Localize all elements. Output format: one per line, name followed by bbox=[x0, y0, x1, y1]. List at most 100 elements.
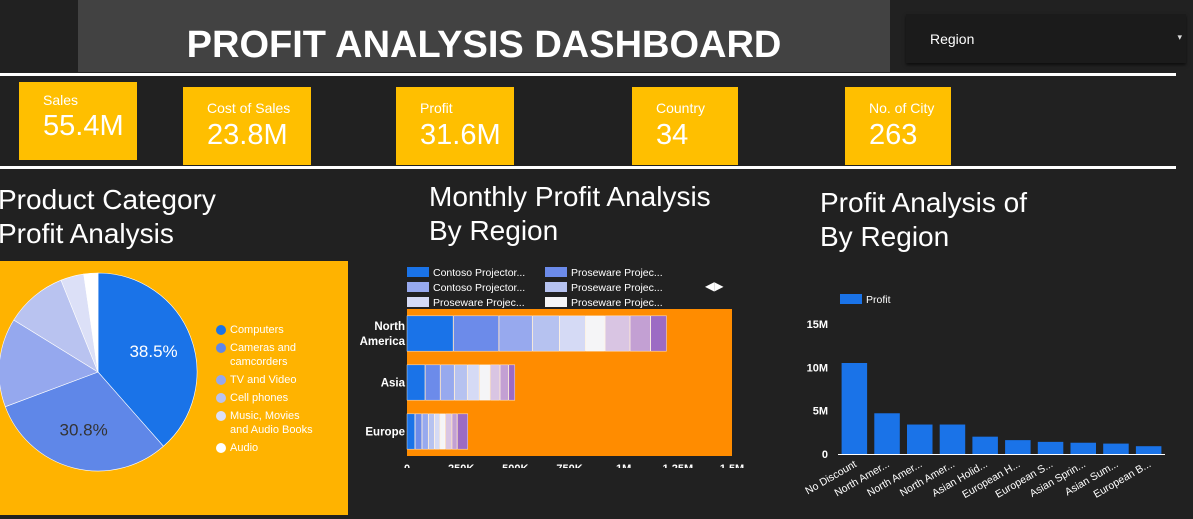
kpi-cost-of-sales: Cost of Sales 23.8M bbox=[183, 87, 311, 165]
bar-card-title-line1: Monthly Profit Analysis bbox=[429, 181, 711, 212]
pie-card-title-line1: Product Category bbox=[0, 184, 216, 215]
column-bar[interactable] bbox=[841, 363, 868, 454]
legend-swatch bbox=[545, 267, 567, 277]
chevron-down-icon: ▾ bbox=[1177, 32, 1182, 42]
stacked-bar-segment[interactable] bbox=[406, 413, 415, 450]
stacked-bar-segment[interactable] bbox=[585, 315, 605, 352]
column-card-title: Profit Analysis of By Region bbox=[820, 186, 1027, 254]
column-bar[interactable] bbox=[939, 424, 966, 454]
x-tick-label: 250K bbox=[448, 463, 474, 468]
pie-slice[interactable] bbox=[0, 319, 99, 408]
divider-middle bbox=[0, 166, 1176, 169]
pie-legend-item[interactable]: Music, Movies and Audio Books bbox=[230, 410, 313, 436]
pie-card-title-line2: Profit Analysis bbox=[0, 218, 174, 249]
kpi-value: 34 bbox=[656, 119, 689, 151]
kpi-value: 263 bbox=[869, 119, 918, 151]
column-legend-label[interactable]: Profit bbox=[866, 294, 891, 306]
kpi-label: Profit bbox=[420, 100, 453, 116]
legend-swatch bbox=[407, 282, 429, 292]
stacked-bar-segment[interactable] bbox=[605, 315, 630, 352]
pie-slice[interactable] bbox=[4, 371, 164, 472]
stacked-bar-segment[interactable] bbox=[434, 413, 440, 450]
y-tick-label: 15M bbox=[807, 319, 828, 331]
x-tick-label: 0 bbox=[404, 463, 410, 468]
pie-legend-item[interactable]: Cameras and camcorders bbox=[230, 342, 297, 368]
stacked-bar-segment[interactable] bbox=[532, 315, 560, 352]
pie-legend-item[interactable]: Cell phones bbox=[230, 392, 289, 404]
stacked-bar-segment[interactable] bbox=[498, 315, 533, 352]
bar-legend-label[interactable]: Contoso Projector... bbox=[433, 267, 525, 279]
y-category-label: North bbox=[374, 321, 405, 333]
bar-legend-label[interactable]: Contoso Projector... bbox=[433, 282, 525, 294]
x-tick-label: 750K bbox=[556, 463, 582, 468]
pie-slice[interactable] bbox=[83, 272, 99, 373]
page-title: PROFIT ANALYSIS DASHBOARD bbox=[186, 24, 782, 66]
kpi-label: No. of City bbox=[869, 100, 935, 116]
legend-nav-arrows-icon[interactable]: ◀▶ bbox=[705, 279, 724, 293]
stacked-bar-segment[interactable] bbox=[425, 364, 441, 401]
stacked-bar-segment[interactable] bbox=[454, 364, 468, 401]
stacked-bar-segment[interactable] bbox=[406, 364, 426, 401]
stacked-bar-segment[interactable] bbox=[440, 364, 455, 401]
stacked-bar-segment[interactable] bbox=[428, 413, 435, 450]
kpi-country: Country 34 bbox=[632, 87, 738, 165]
column-bar[interactable] bbox=[1135, 446, 1162, 454]
pie-slice[interactable] bbox=[97, 272, 198, 447]
bar-legend-label[interactable]: Proseware Projec... bbox=[433, 297, 525, 309]
bar-card-title-line2: By Region bbox=[429, 215, 559, 246]
column-bar[interactable] bbox=[972, 436, 998, 454]
stacked-bar-segment[interactable] bbox=[490, 364, 500, 401]
column-bar[interactable] bbox=[1070, 442, 1097, 454]
stacked-bar-segment[interactable] bbox=[415, 413, 422, 450]
kpi-value: 31.6M bbox=[420, 119, 501, 151]
stacked-bar-segment[interactable] bbox=[453, 315, 499, 352]
stacked-bar-segment[interactable] bbox=[508, 364, 516, 401]
legend-swatch bbox=[407, 297, 429, 307]
column-bar[interactable] bbox=[1037, 441, 1064, 454]
bar-card-title: Monthly Profit Analysis By Region bbox=[429, 180, 769, 248]
pie-legend-item[interactable]: Computers bbox=[230, 324, 284, 336]
legend-swatch bbox=[216, 393, 226, 403]
stacked-bar-segment[interactable] bbox=[406, 315, 454, 352]
kpi-value: 55.4M bbox=[43, 110, 124, 142]
y-tick-label: 0 bbox=[822, 449, 828, 461]
pie-data-label: 30.8% bbox=[59, 421, 107, 440]
stacked-bar-segment[interactable] bbox=[559, 315, 586, 352]
pie-legend-item[interactable]: TV and Video bbox=[230, 374, 297, 386]
legend-swatch bbox=[407, 267, 429, 277]
pie-card-title: Product Category Profit Analysis bbox=[0, 183, 216, 251]
stacked-bar-segment[interactable] bbox=[629, 315, 651, 352]
stacked-bar-segment[interactable] bbox=[439, 413, 446, 450]
bar-legend-label[interactable]: Proseware Projec... bbox=[571, 282, 663, 294]
stacked-bar-segment[interactable] bbox=[499, 364, 509, 401]
y-category-label: Asia bbox=[381, 378, 406, 390]
kpi-value: 23.8M bbox=[207, 119, 288, 151]
kpi-label: Cost of Sales bbox=[207, 100, 291, 116]
legend-swatch bbox=[545, 297, 567, 307]
title-band bbox=[78, 0, 890, 72]
stacked-bar-segment[interactable] bbox=[479, 364, 491, 401]
kpi-label: Sales bbox=[43, 92, 79, 108]
stacked-bar-segment[interactable] bbox=[467, 364, 480, 401]
y-tick-label: 5M bbox=[813, 406, 828, 418]
y-tick-label: 10M bbox=[807, 362, 828, 374]
x-tick-label: 1.5M bbox=[720, 463, 744, 468]
bar-legend-label[interactable]: Proseware Projec... bbox=[571, 267, 663, 279]
stacked-bar-segment[interactable] bbox=[650, 315, 667, 352]
pie-data-label: 38.5% bbox=[129, 342, 177, 361]
stacked-bar-segment[interactable] bbox=[445, 413, 452, 450]
divider-top bbox=[0, 73, 1176, 76]
column-bar[interactable] bbox=[906, 424, 933, 454]
region-stacked-bar-chart: Contoso Projector... Proseware Projec... C… bbox=[360, 267, 744, 468]
bar-legend-label[interactable]: Proseware Projec... bbox=[571, 297, 663, 309]
stacked-bar-segment[interactable] bbox=[421, 413, 429, 450]
pie-legend-item[interactable]: Audio bbox=[230, 442, 259, 454]
legend-swatch bbox=[216, 443, 226, 453]
stacked-bar-segment[interactable] bbox=[451, 413, 458, 450]
column-bar[interactable] bbox=[1103, 443, 1129, 454]
region-filter-dropdown[interactable]: Region ▾ bbox=[906, 14, 1186, 63]
column-bar[interactable] bbox=[1005, 440, 1031, 454]
column-bar[interactable] bbox=[874, 413, 900, 454]
stacked-bar-segment[interactable] bbox=[457, 413, 469, 450]
